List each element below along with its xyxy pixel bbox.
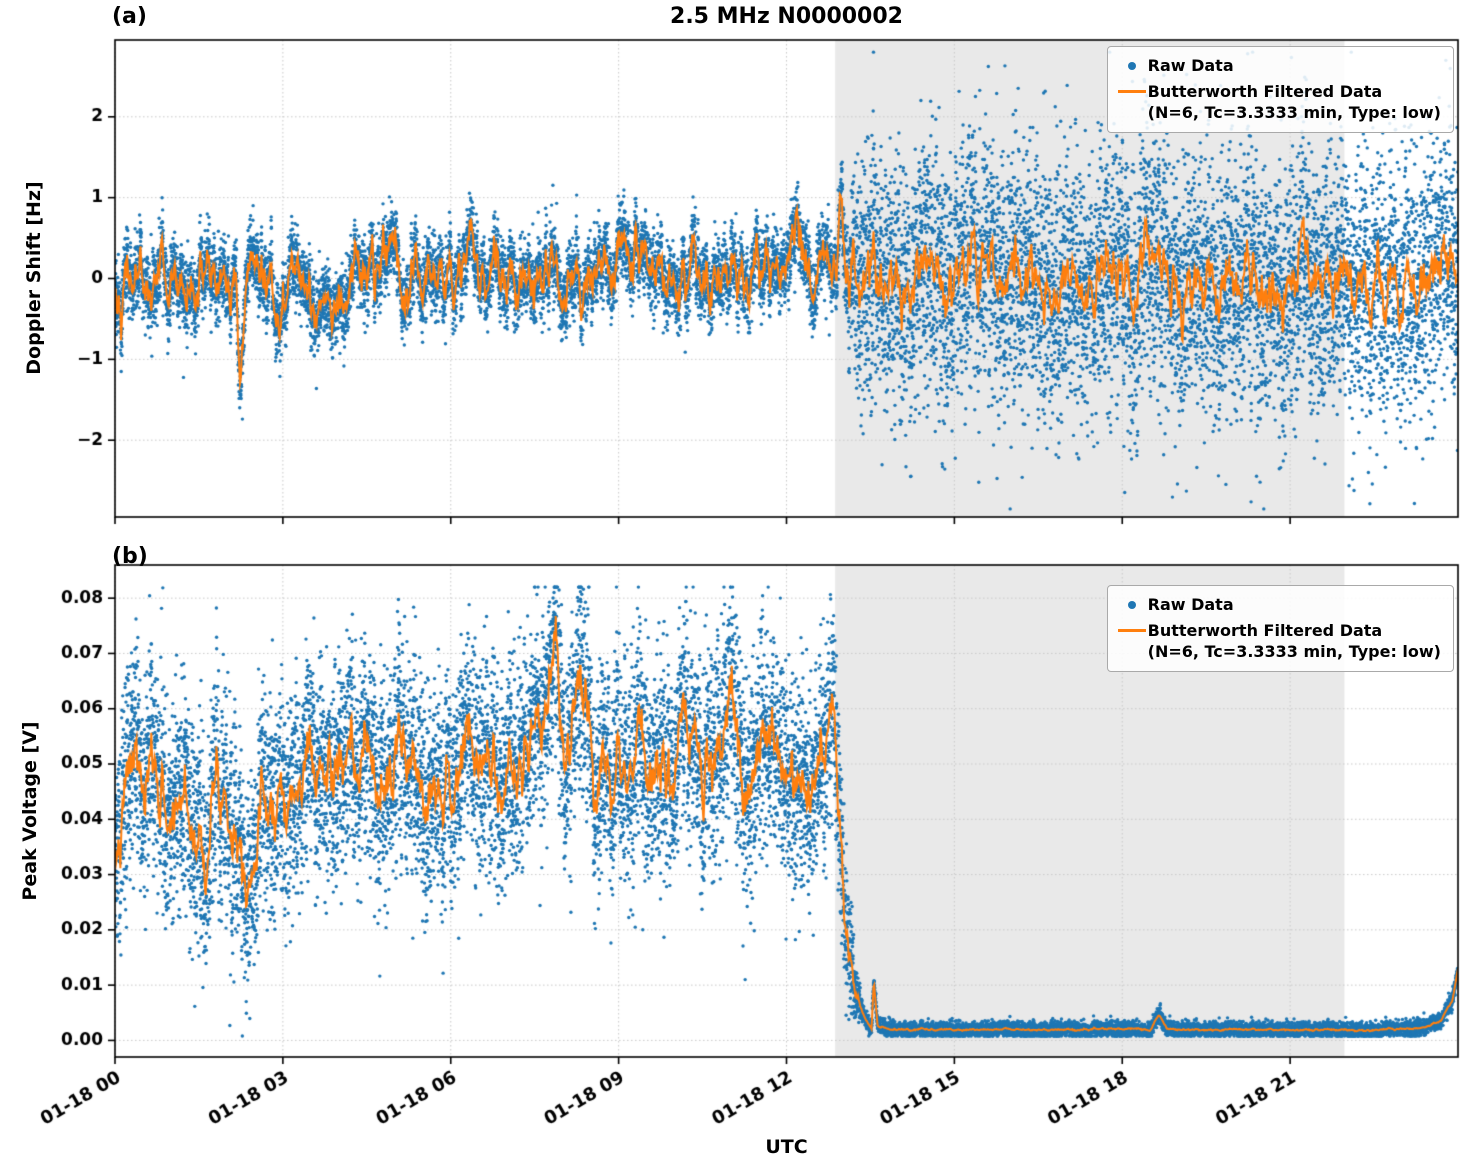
legend-filtered-label: Butterworth Filtered Data: [1147, 620, 1383, 640]
raw-data-marker-dot: [1127, 62, 1136, 70]
doppler-y-axis-label: Doppler Shift [Hz]: [23, 181, 45, 375]
figure-title: 2.5 MHz N0000002: [670, 4, 903, 29]
x-axis-label: UTC: [765, 1136, 808, 1158]
legend-filtered-params: (N=6, Tc=3.3333 min, Type: low): [1147, 642, 1441, 662]
panel-a-label: (a): [112, 4, 147, 29]
legend-filtered-row: Butterworth Filtered Data (N=6, Tc=3.333…: [1116, 620, 1441, 663]
legend-raw-row: Raw Data: [1116, 594, 1441, 616]
filtered-line-marker: [1117, 89, 1146, 93]
legend-raw-row: Raw Data: [1116, 55, 1441, 77]
legend-panel-b: Raw Data Butterworth Filtered Data (N=6,…: [1106, 585, 1454, 672]
raw-data-marker-dot: [1127, 601, 1136, 609]
legend-raw-label: Raw Data: [1147, 595, 1234, 614]
legend-filtered-label: Butterworth Filtered Data: [1147, 81, 1383, 101]
legend-panel-a: Raw Data Butterworth Filtered Data (N=6,…: [1106, 46, 1454, 133]
filtered-line-marker: [1117, 628, 1146, 632]
legend-filtered-params: (N=6, Tc=3.3333 min, Type: low): [1147, 103, 1441, 123]
legend-filtered-row: Butterworth Filtered Data (N=6, Tc=3.333…: [1116, 81, 1441, 124]
voltage-y-axis-label: Peak Voltage [V]: [19, 721, 41, 901]
legend-raw-label: Raw Data: [1147, 56, 1234, 75]
panel-b-label: (b): [112, 544, 148, 569]
